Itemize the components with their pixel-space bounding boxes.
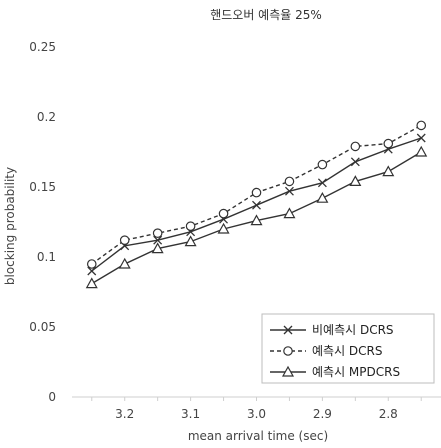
data-point: [383, 138, 394, 149]
circle-marker: [152, 228, 163, 238]
x-tick-label: 2.9: [313, 407, 332, 421]
data-point: [217, 222, 230, 234]
series-2: [86, 120, 427, 269]
data-point: [251, 187, 262, 198]
data-point: [86, 259, 97, 269]
circle-marker: [283, 346, 293, 356]
circle-marker: [350, 141, 361, 152]
x-marker-stroke: [317, 178, 327, 188]
circle-marker: [218, 208, 229, 219]
data-point: [416, 120, 427, 131]
data-point: [218, 208, 229, 219]
data-point: [349, 175, 362, 186]
circle-marker: [86, 259, 97, 269]
x-axis-ticks: 3.2 3.1 3.0 2.9 2.8: [91, 397, 422, 421]
triangle-marker: [184, 235, 197, 247]
data-point: [350, 157, 360, 167]
circle-marker: [383, 138, 394, 149]
data-point: [350, 141, 361, 152]
x-tick-label: 2.8: [379, 407, 398, 421]
data-point: [118, 257, 131, 269]
triangle-marker: [415, 145, 428, 157]
legend: 비예측시 DCRS 예측시 DCRS 예측시 MPDCRS: [261, 313, 435, 384]
y-tick-label: 0.1: [37, 250, 56, 264]
data-point: [316, 191, 329, 203]
y-axis-label: blocking probability: [3, 167, 17, 285]
triangle-marker: [118, 257, 131, 269]
data-point: [152, 228, 163, 238]
series-3: [85, 145, 428, 289]
series-1: [87, 133, 426, 276]
triangle-marker: [250, 214, 263, 226]
data-point: [382, 165, 395, 177]
data-point: [252, 200, 261, 210]
data-point: [153, 235, 163, 245]
legend-label: 예측시 DCRS: [312, 344, 383, 358]
y-tick-label: 0: [48, 390, 56, 404]
data-point: [416, 133, 426, 143]
x-tick-label: 3.0: [247, 407, 266, 421]
circle-marker: [317, 159, 328, 170]
data-point: [85, 277, 98, 289]
triangle-marker: [85, 277, 98, 289]
x-marker-stroke: [252, 200, 261, 210]
data-point: [415, 145, 428, 157]
y-tick-label: 0.25: [29, 40, 56, 54]
circle-marker: [185, 221, 196, 231]
y-tick-label: 0.15: [29, 180, 56, 194]
data-point: [119, 235, 130, 245]
data-point: [151, 242, 164, 254]
circle-marker: [251, 187, 262, 198]
x-marker-stroke: [153, 235, 163, 245]
x-marker-stroke: [283, 325, 293, 335]
triangle-marker: [151, 242, 164, 254]
triangle-marker: [217, 222, 230, 234]
data-point: [284, 176, 295, 187]
x-marker-stroke: [350, 157, 360, 167]
chart-title: 핸드오버 예측율 25%: [210, 7, 322, 22]
y-tick-label: 0.2: [37, 110, 56, 124]
x-axis-label: mean arrival time (sec): [188, 429, 328, 443]
data-point: [317, 159, 328, 170]
x-tick-label: 3.2: [115, 407, 134, 421]
data-point: [283, 207, 296, 219]
x-marker-stroke: [416, 133, 426, 143]
y-tick-label: 0.05: [29, 320, 56, 334]
triangle-marker: [316, 191, 329, 203]
triangle-marker: [349, 175, 362, 186]
data-point: [250, 214, 263, 226]
circle-marker: [284, 176, 295, 187]
data-point: [184, 235, 197, 247]
triangle-marker: [283, 207, 296, 219]
x-marker-stroke: [87, 266, 97, 276]
data-point: [284, 186, 294, 196]
legend-entry: 예측시 MPDCRS: [270, 365, 400, 379]
circle-marker: [119, 235, 130, 245]
legend-entry: 비예측시 DCRS: [270, 323, 394, 337]
data-point: [185, 221, 196, 231]
x-marker-stroke: [284, 186, 294, 196]
data-point: [87, 266, 97, 276]
series-layer: [85, 120, 428, 289]
triangle-marker: [382, 165, 395, 177]
triangle-marker: [281, 365, 295, 377]
legend-entry: 예측시 DCRS: [270, 344, 383, 358]
circle-marker: [416, 120, 427, 131]
legend-label: 비예측시 DCRS: [312, 323, 394, 337]
x-tick-label: 3.1: [181, 407, 200, 421]
y-axis-ticks: 0 0.05 0.1 0.15 0.2 0.25: [29, 40, 56, 404]
data-point: [317, 178, 327, 188]
legend-label: 예측시 MPDCRS: [312, 365, 400, 379]
